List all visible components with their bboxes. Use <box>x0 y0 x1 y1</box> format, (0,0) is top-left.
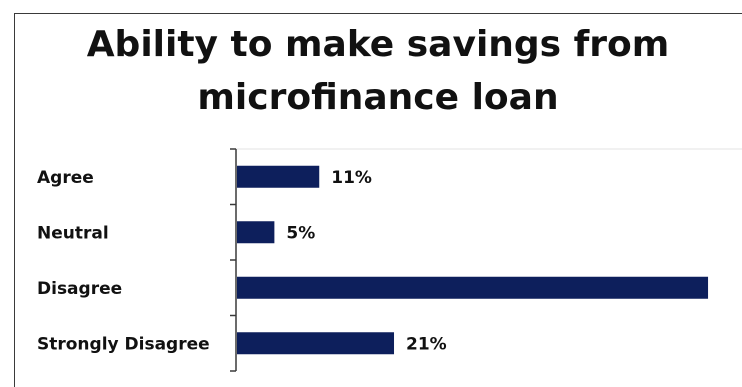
data-labels: 11% 5% 21% <box>286 168 446 355</box>
bars <box>237 165 709 355</box>
category-axis <box>230 148 237 372</box>
data-label: 11% <box>331 168 372 188</box>
bar <box>237 332 395 355</box>
chart-frame <box>14 13 742 387</box>
data-label: 21% <box>406 334 447 354</box>
chart-title: Ability to make savings from microfinanc… <box>14 18 742 124</box>
chart-title-line-1: Ability to make savings from <box>86 24 670 65</box>
category-labels: Agree Neutral Disagree Strongly Disagree <box>37 168 210 355</box>
category-label: Disagree <box>37 279 122 299</box>
category-label: Neutral <box>37 223 109 243</box>
data-label: 5% <box>286 223 315 243</box>
category-label: Agree <box>37 168 94 188</box>
bar <box>237 221 275 244</box>
chart-title-line-2: microfinance loan <box>197 77 559 118</box>
bar <box>237 165 320 188</box>
bar <box>237 276 709 299</box>
category-label: Strongly Disagree <box>37 334 210 354</box>
